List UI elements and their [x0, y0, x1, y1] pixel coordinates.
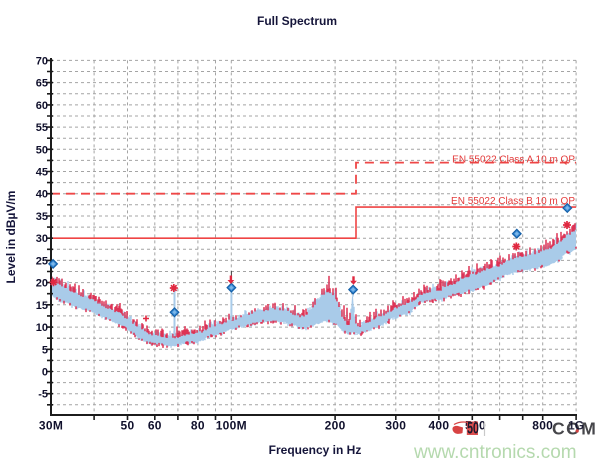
svg-text:15: 15 [36, 300, 48, 312]
svg-text:45: 45 [36, 167, 48, 179]
svg-text:35: 35 [36, 211, 48, 223]
svg-text:100M: 100M [216, 419, 247, 433]
svg-text:-5: -5 [38, 389, 48, 401]
svg-text:0: 0 [42, 367, 48, 379]
svg-text:40: 40 [36, 189, 48, 201]
svg-text:COM: COM [552, 419, 597, 439]
svg-text:70: 70 [36, 55, 48, 67]
svg-text:25: 25 [36, 255, 48, 267]
svg-text:50: 50 [467, 418, 479, 437]
svg-text:200: 200 [325, 419, 346, 433]
svg-text:55: 55 [36, 122, 48, 134]
svg-text:20: 20 [36, 278, 48, 290]
svg-text:1G: 1G [568, 419, 584, 433]
svg-text:65: 65 [36, 78, 48, 90]
svg-text:50: 50 [121, 419, 135, 433]
svg-text:Frequency in Hz: Frequency in Hz [269, 443, 362, 457]
svg-text:60: 60 [36, 100, 48, 112]
svg-text:60: 60 [148, 419, 162, 433]
svg-text:30M: 30M [39, 419, 63, 433]
svg-text:800: 800 [532, 419, 553, 433]
svg-text:400: 400 [428, 419, 449, 433]
svg-text:5: 5 [42, 344, 48, 356]
svg-text:www.cntronics.com: www.cntronics.com [413, 442, 577, 463]
svg-text:Full Spectrum: Full Spectrum [257, 14, 337, 28]
svg-text:EN 55022 Class A 10 m QP: EN 55022 Class A 10 m QP [452, 154, 575, 165]
svg-text:50: 50 [36, 144, 48, 156]
svg-text:30: 30 [36, 233, 48, 245]
svg-text:80: 80 [191, 419, 205, 433]
svg-text:Level in dBµV/m: Level in dBµV/m [4, 191, 18, 284]
svg-text:300: 300 [385, 419, 406, 433]
svg-text:10: 10 [36, 322, 48, 334]
svg-text:EN 55022 Class B 10 m QP: EN 55022 Class B 10 m QP [451, 196, 575, 207]
